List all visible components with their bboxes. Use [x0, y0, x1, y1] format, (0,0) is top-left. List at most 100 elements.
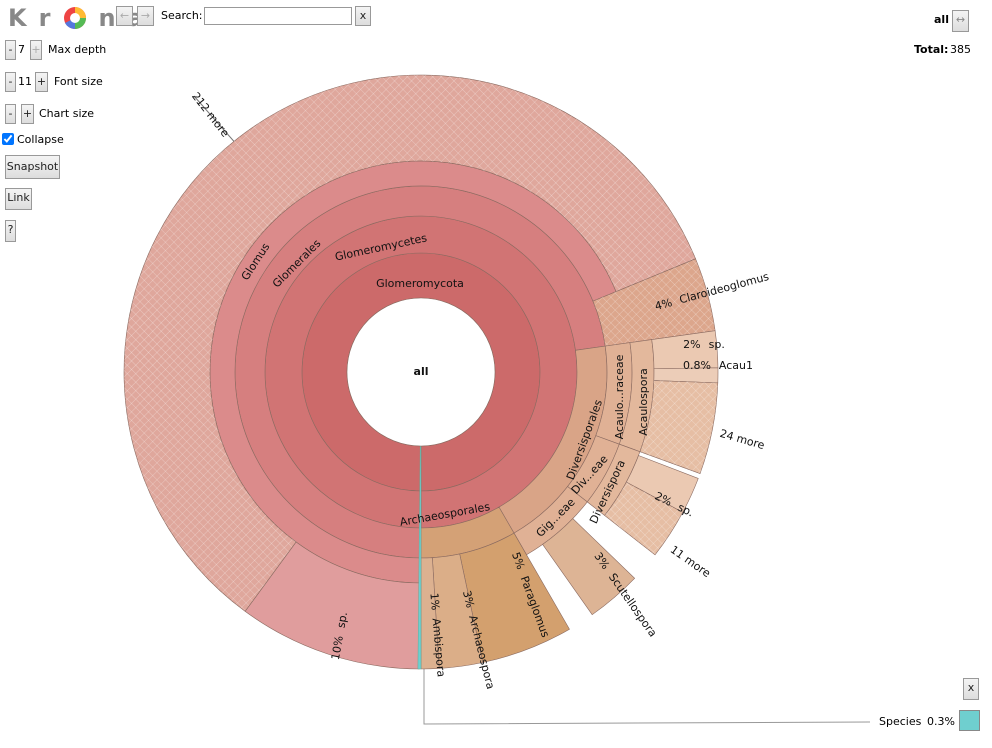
wedge[interactable] — [301, 252, 541, 492]
wedge-hatch — [639, 380, 718, 474]
wedge[interactable] — [653, 367, 719, 384]
link-button[interactable]: Link — [5, 188, 32, 210]
wedge[interactable] — [513, 486, 588, 556]
wedge-name: Claroideoglomus — [678, 270, 771, 306]
font-plus[interactable]: + — [35, 72, 48, 92]
wedge[interactable] — [459, 532, 570, 663]
logo-icon — [64, 7, 87, 30]
font-label: Font size — [54, 75, 103, 88]
wedge-percent: 10% — [329, 635, 346, 661]
wedge-name: all — [414, 365, 429, 378]
wedge[interactable] — [625, 455, 699, 513]
search-input[interactable] — [204, 7, 352, 25]
wedge-label: Gig...eae — [534, 495, 578, 539]
wedge-name: Glomeromycota — [376, 277, 464, 290]
wedge-percent: 2% — [683, 338, 700, 351]
forward-button[interactable]: → — [137, 6, 154, 26]
wedge-label: Diversispora — [587, 458, 628, 526]
wedge[interactable] — [432, 553, 484, 669]
details-swatch — [959, 710, 980, 731]
wedge-label: Glomerales — [270, 237, 324, 291]
wedge-name: sp. — [676, 501, 696, 520]
depth-plus[interactable]: + — [30, 40, 42, 60]
back-button[interactable]: ← — [116, 6, 133, 26]
center-hole — [346, 297, 496, 447]
size-label: Chart size — [39, 107, 95, 120]
wedge[interactable] — [264, 215, 578, 529]
total-value: 385 — [950, 43, 971, 56]
wedge[interactable] — [542, 518, 636, 616]
wedge[interactable] — [234, 185, 606, 559]
wedge-label: 11 more — [668, 543, 713, 580]
wedge-label: Glomus — [239, 240, 273, 282]
wedge-percent: 3% — [460, 589, 477, 609]
wedge-hatch — [604, 482, 683, 555]
wedge[interactable] — [209, 160, 617, 584]
snapshot-button[interactable]: Snapshot — [5, 155, 60, 179]
wedge-name: Glomeromycetes — [334, 231, 429, 263]
wedge[interactable] — [592, 258, 716, 347]
wedge-name: Gig...eae — [534, 495, 578, 539]
wedge-name: Glomerales — [270, 237, 324, 291]
wedge[interactable] — [567, 435, 620, 503]
wedge-label: Acaulospora — [637, 368, 650, 436]
wedge-percent: 1% — [427, 592, 441, 611]
search-label: Search: — [161, 9, 203, 22]
wedge-name: Diversispora — [587, 458, 628, 526]
swap-button[interactable]: ↔ — [952, 10, 969, 32]
size-minus[interactable]: - — [5, 104, 16, 124]
wedge[interactable] — [123, 74, 696, 612]
wedge-name: Diversisporales — [564, 398, 605, 482]
collapse-label: Collapse — [17, 133, 64, 146]
wedge-label: 5% Paraglomus — [509, 550, 552, 639]
breadcrumb-current: all — [934, 13, 949, 26]
details-percent: 0.3% — [927, 715, 955, 728]
font-minus[interactable]: - — [5, 72, 16, 92]
wedge-name: Scutellospora — [606, 571, 659, 640]
wedge-label: Glomeromycota — [376, 277, 464, 290]
depth-minus[interactable]: - — [5, 40, 16, 60]
size-plus[interactable]: + — [21, 104, 34, 124]
wedge-label: 2%sp. — [653, 490, 696, 520]
wedge-label: Glomeromycetes — [334, 231, 429, 263]
wedge[interactable] — [618, 339, 655, 453]
wedge-label: 3% Archaeospora — [460, 589, 497, 690]
wedge[interactable] — [417, 445, 422, 670]
collapse-checkbox[interactable] — [2, 133, 14, 145]
wedge-label: Archaeosporales — [399, 500, 491, 529]
wedge-label: 1% Ambispora — [427, 592, 447, 677]
wedge-name: Archaeosporales — [399, 500, 491, 529]
search-clear[interactable]: x — [355, 6, 371, 26]
details-close[interactable]: x — [963, 678, 979, 700]
wedge-name: Ambispora — [430, 618, 448, 678]
logo: Krna — [8, 4, 156, 32]
wedge[interactable] — [595, 342, 633, 445]
wedge[interactable] — [639, 380, 719, 474]
wedge[interactable] — [498, 345, 608, 534]
total-label: Total: — [914, 43, 949, 56]
details-name: Species — [879, 715, 922, 728]
wedge-percent: 3% — [591, 550, 612, 572]
wedge-label: 212 more — [189, 90, 232, 140]
wedge[interactable] — [420, 506, 515, 559]
wedge-name: Div...eae — [569, 452, 611, 497]
wedge-name: sp. — [335, 611, 351, 629]
wedge-name: 11 more — [668, 543, 713, 580]
wedge-name: Glomus — [239, 240, 273, 282]
help-button[interactable]: ? — [5, 220, 16, 242]
wedge[interactable] — [244, 541, 421, 670]
wedge-percent: 4% — [653, 296, 673, 313]
depth-label: Max depth — [48, 43, 107, 56]
logo-text: Kr — [8, 4, 63, 32]
wedge-label: 24 more — [718, 427, 766, 452]
leader-line — [193, 95, 239, 147]
wedge-percent: 5% — [509, 550, 527, 571]
wedge[interactable] — [651, 330, 719, 370]
wedge[interactable] — [420, 557, 440, 670]
wedge[interactable] — [604, 481, 684, 556]
wedge-label: Div...eae — [569, 452, 611, 497]
wedge[interactable] — [586, 443, 641, 516]
wedge-label: 4% Claroideoglomus — [653, 270, 770, 313]
wedge-name: Acaulo...raceae — [613, 354, 626, 439]
